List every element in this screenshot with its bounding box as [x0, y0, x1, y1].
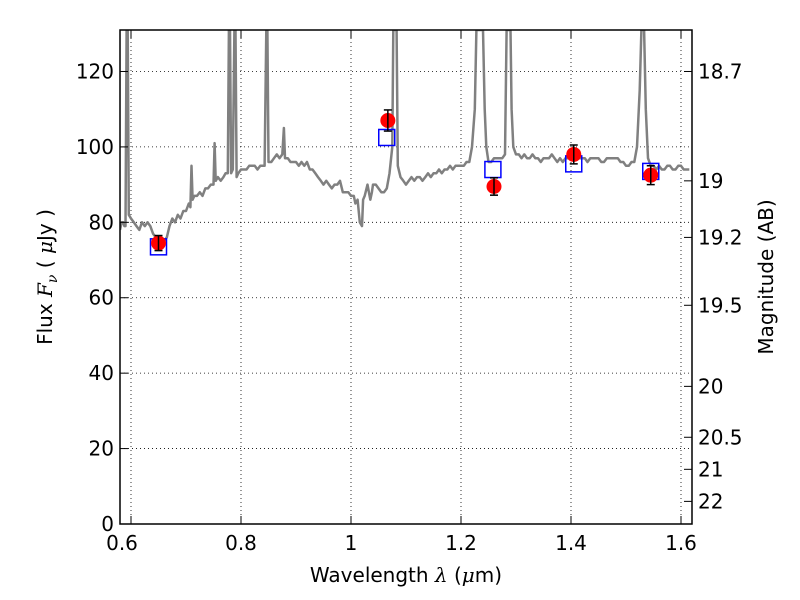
error-bar [383, 109, 392, 132]
model-square [378, 128, 396, 147]
plot-frame [119, 29, 693, 525]
spectrum-series [120, 30, 690, 247]
x-tick-label: 1 [345, 531, 358, 555]
y-axis-label: Flux Fν ( μJy ) [33, 209, 61, 345]
y-tick-label: 40 [89, 361, 114, 385]
x-tick-label: 1.2 [445, 531, 477, 555]
tick-labels: 0.8 1 1.2 1.4 1.6 0.60 20 40 60 80 100 120 18.7 19 19.… [76, 59, 743, 555]
y-tick-label: 100 [76, 135, 114, 159]
x-tick-label: 1.4 [555, 531, 587, 555]
grid [120, 30, 692, 525]
error-bar [569, 144, 578, 165]
y2-tick-label: 20 [698, 374, 723, 398]
x-tick-label: 0.6 [106, 531, 138, 555]
y2-tick-label: 20.5 [698, 425, 743, 449]
model-square [484, 160, 502, 179]
error-bar [490, 177, 498, 196]
y2-tick-label: 22 [698, 489, 723, 513]
x-axis-label: Wavelength λ (μm) [310, 563, 502, 587]
x-tick-label: 1.6 [665, 531, 697, 555]
y-tick-label: 0 [101, 512, 114, 536]
x-tick-label: 0.8 [225, 531, 257, 555]
y-tick-label: 80 [89, 210, 114, 234]
observed-series [151, 109, 659, 252]
y2-tick-label: 18.7 [698, 59, 743, 83]
y2-axis-label: Magnitude (AB) [754, 199, 778, 354]
y-tick-label: 120 [76, 59, 114, 83]
error-bar [154, 234, 163, 252]
model-series [149, 128, 660, 256]
spectrum-line [120, 30, 690, 247]
y2-tick-label: 21 [698, 457, 723, 481]
axis-ticks [120, 30, 692, 525]
error-bar [646, 165, 655, 186]
y-tick-label: 60 [89, 286, 114, 310]
y2-tick-label: 19.2 [698, 225, 743, 249]
y2-tick-label: 19 [698, 169, 723, 193]
y-tick-label: 20 [89, 437, 114, 461]
y2-tick-label: 19.5 [698, 293, 743, 317]
